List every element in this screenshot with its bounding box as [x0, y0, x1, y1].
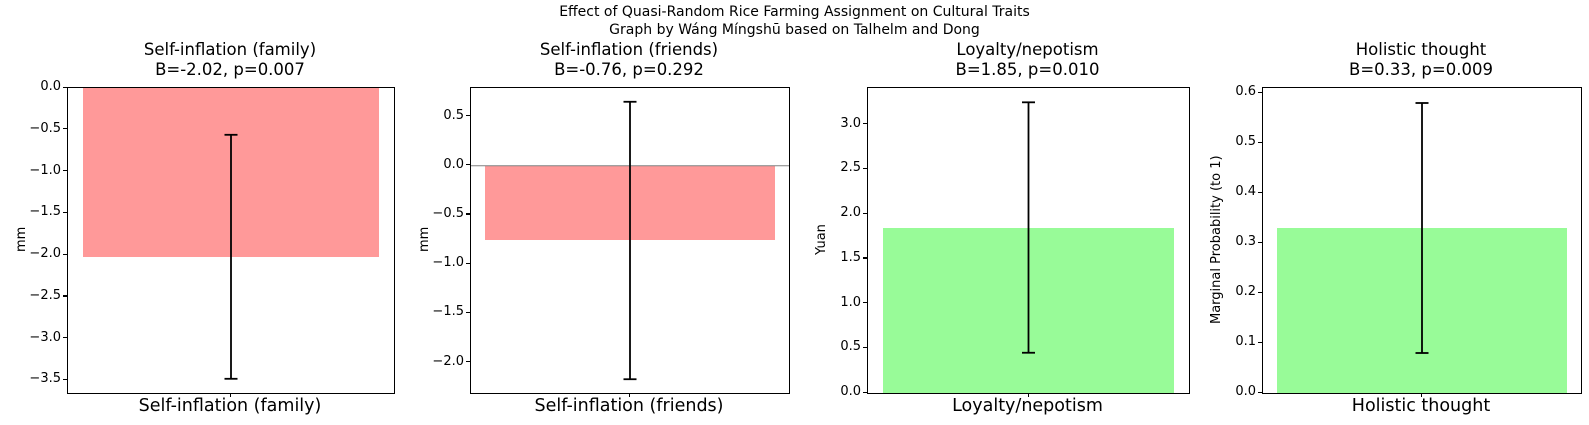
y-tick-label: −2.0 [29, 246, 61, 262]
y-tick-mark [1258, 91, 1262, 93]
subplot-title-line: Self-inflation (friends) [539, 40, 719, 59]
error-bar-layer [1022, 101, 1035, 354]
y-tick-label: 0.0 [840, 384, 861, 399]
y-tick-label: 1.0 [840, 294, 861, 310]
x-tick-label: Loyalty/nepotism [952, 396, 1103, 416]
y-tick-mark [466, 311, 470, 313]
y-tick-label: 0.1 [1235, 334, 1256, 349]
x-tick-label: Self-inflation (family) [138, 396, 322, 416]
y-tick-mark [863, 302, 867, 304]
y-tick-mark [1258, 341, 1262, 343]
subplot-title: Holistic thought B=0.33, p=0.009 [1232, 40, 1589, 80]
plot-area [1262, 87, 1582, 394]
y-tick-label: 0.5 [443, 107, 464, 123]
y-tick-mark [63, 128, 67, 130]
subplot-stats-line: B=-2.02, p=0.007 [155, 60, 305, 79]
y-tick-mark [63, 378, 67, 381]
y-tick-mark [466, 164, 470, 166]
figure-subtitle: Graph by Wáng Míngshū based on Talhelm a… [609, 21, 980, 38]
y-tick-mark [863, 167, 867, 170]
y-tick-label: −0.5 [432, 205, 464, 221]
x-tick-mark [1027, 393, 1029, 397]
y-tick-mark [466, 213, 470, 215]
plot-area [867, 87, 1190, 394]
y-tick-mark [63, 170, 67, 172]
y-tick-mark [1258, 391, 1262, 393]
y-tick-label: −0.5 [29, 120, 61, 136]
y-tick-label: 3.0 [840, 115, 861, 131]
y-tick-label: −1.0 [432, 255, 464, 271]
figure-header: Effect of Quasi-Random Rice Farming Assi… [0, 4, 1589, 39]
figure-title: Effect of Quasi-Random Rice Farming Assi… [559, 4, 1030, 20]
y-tick-mark [466, 361, 470, 363]
y-tick-label: −2.5 [29, 287, 61, 303]
x-tick-label: Holistic thought [1351, 396, 1491, 416]
y-tick-label: 0.5 [1235, 134, 1256, 149]
error-bar-layer [471, 100, 789, 381]
subplot-self-inflation-family: Self-inflation (family) B=-2.02, p=0.007… [14, 0, 395, 425]
y-tick-mark [466, 262, 470, 264]
y-tick-mark [63, 295, 67, 297]
subplot-self-inflation-friends: Self-inflation (friends) B=-0.76, p=0.29… [417, 0, 790, 425]
y-tick-label: 0.0 [40, 79, 61, 94]
subplot-title: Loyalty/nepotism B=1.85, p=0.010 [837, 40, 1218, 80]
subplot-stats-line: B=-0.76, p=0.292 [554, 60, 704, 79]
y-tick-mark [63, 337, 67, 339]
y-tick-mark [63, 211, 67, 214]
y-tick-mark [1258, 141, 1262, 143]
y-tick-mark [863, 391, 867, 393]
y-tick-mark [1258, 191, 1262, 193]
y-tick-label: 0.5 [840, 339, 861, 355]
subplot-title-line: Holistic thought [1355, 40, 1487, 59]
subplot-title: Self-inflation (friends) B=-0.76, p=0.29… [440, 40, 818, 80]
subplot-holistic-thought: Holistic thought B=0.33, p=0.009 Margina… [1209, 0, 1582, 425]
subplot-stats-line: B=0.33, p=0.009 [1349, 60, 1493, 79]
y-tick-label: 0.0 [443, 156, 464, 172]
y-tick-mark [466, 115, 470, 117]
y-tick-label: 0.6 [1235, 84, 1256, 99]
subplot-title: Self-inflation (family) B=-2.02, p=0.007 [37, 40, 423, 80]
y-tick-mark [1258, 291, 1262, 293]
x-tick-mark [1421, 393, 1423, 397]
y-tick-label: −1.5 [29, 204, 61, 220]
x-tick-label: Self-inflation (friends) [534, 396, 724, 416]
y-tick-label: 0.2 [1235, 284, 1256, 299]
plot-area [470, 87, 790, 394]
x-tick-mark [230, 393, 232, 397]
x-tick-mark [629, 393, 631, 397]
y-tick-mark [63, 86, 67, 88]
y-tick-mark [863, 123, 867, 125]
subplot-loyalty-nepotism: Loyalty/nepotism B=1.85, p=0.010 Yuan Lo… [814, 0, 1190, 425]
error-bar-layer [224, 133, 238, 380]
y-tick-label: −1.5 [432, 304, 464, 320]
y-tick-mark [863, 257, 867, 259]
error-bar-layer [1415, 102, 1429, 354]
y-axis-label: mm [417, 226, 432, 253]
y-tick-label: −2.0 [432, 353, 464, 369]
y-tick-label: 2.0 [840, 205, 861, 221]
subplot-stats-line: B=1.85, p=0.010 [955, 60, 1100, 79]
y-tick-mark [63, 253, 67, 255]
y-tick-label: 1.5 [840, 249, 861, 265]
y-tick-label: 0.0 [1235, 384, 1256, 399]
y-tick-label: 2.5 [840, 160, 861, 176]
y-tick-label: −3.0 [29, 329, 61, 345]
y-tick-label: −1.0 [29, 162, 61, 178]
subplot-title-line: Self-inflation (family) [143, 40, 317, 59]
y-tick-label: 0.3 [1235, 234, 1256, 249]
y-tick-mark [863, 346, 867, 348]
subplot-title-line: Loyalty/nepotism [956, 40, 1099, 59]
y-tick-label: 0.4 [1235, 184, 1256, 199]
y-tick-mark [1258, 241, 1262, 243]
plot-area [67, 87, 395, 394]
y-tick-mark [863, 212, 867, 214]
y-tick-label: −3.5 [29, 371, 61, 387]
